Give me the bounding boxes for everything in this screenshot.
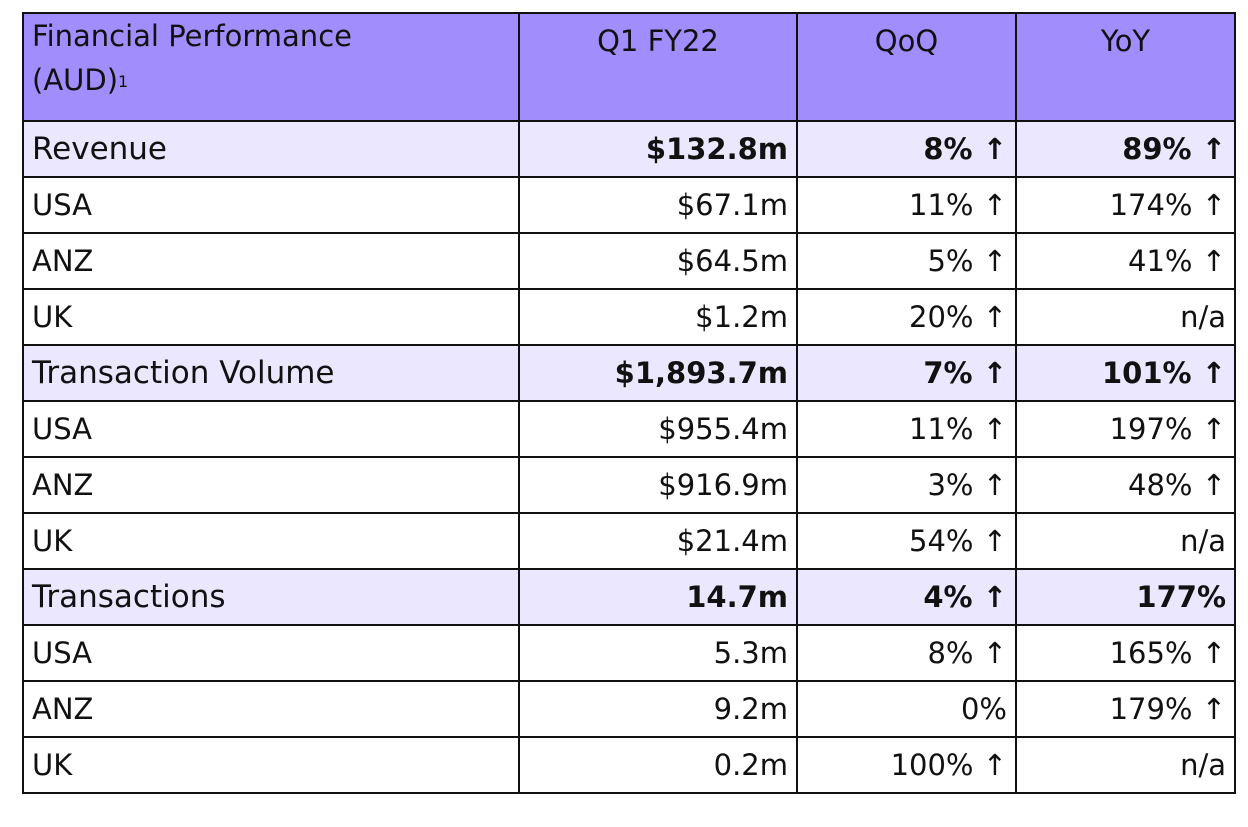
row-label: USA — [22, 176, 520, 234]
row-qoq-value: 8% ↑ — [796, 624, 1017, 682]
row-q1-value: 14.7m — [518, 568, 798, 626]
row-yoy-value: 197% ↑ — [1015, 400, 1236, 458]
table-row: ANZ $916.9m 3% ↑ 48% ↑ — [22, 456, 1236, 514]
table-header-row: Financial Performance (AUD)1 Q1 FY22 QoQ… — [22, 12, 1236, 122]
footnote-marker: 1 — [118, 72, 129, 91]
table-row: UK $21.4m 54% ↑ n/a — [22, 512, 1236, 570]
row-qoq-value: 11% ↑ — [796, 176, 1017, 234]
header-qoq: QoQ — [796, 12, 1017, 122]
row-qoq-value: 11% ↑ — [796, 400, 1017, 458]
row-q1-value: $916.9m — [518, 456, 798, 514]
row-label: ANZ — [22, 680, 520, 738]
row-q1-value: $132.8m — [518, 120, 798, 178]
row-yoy-value: 101% ↑ — [1015, 344, 1236, 402]
table-row: ANZ $64.5m 5% ↑ 41% ↑ — [22, 232, 1236, 290]
row-yoy-value: 48% ↑ — [1015, 456, 1236, 514]
row-yoy-value: 41% ↑ — [1015, 232, 1236, 290]
table-row: USA $67.1m 11% ↑ 174% ↑ — [22, 176, 1236, 234]
table-row-revenue: Revenue $132.8m 8% ↑ 89% ↑ — [22, 120, 1236, 178]
row-qoq-value: 7% ↑ — [796, 344, 1017, 402]
row-q1-value: $67.1m — [518, 176, 798, 234]
row-qoq-value: 3% ↑ — [796, 456, 1017, 514]
row-yoy-value: 177% — [1015, 568, 1236, 626]
row-yoy-value: n/a — [1015, 288, 1236, 346]
header-label-cell: Financial Performance (AUD)1 — [22, 12, 520, 122]
row-q1-value: $64.5m — [518, 232, 798, 290]
row-q1-value: 9.2m — [518, 680, 798, 738]
row-q1-value: $21.4m — [518, 512, 798, 570]
row-yoy-value: n/a — [1015, 736, 1236, 794]
table-row: ANZ 9.2m 0% 179% ↑ — [22, 680, 1236, 738]
row-yoy-value: 174% ↑ — [1015, 176, 1236, 234]
row-label: ANZ — [22, 456, 520, 514]
row-qoq-value: 0% — [796, 680, 1017, 738]
table-row: USA $955.4m 11% ↑ 197% ↑ — [22, 400, 1236, 458]
row-q1-value: 5.3m — [518, 624, 798, 682]
row-label: Transactions — [22, 568, 520, 626]
row-yoy-value: n/a — [1015, 512, 1236, 570]
header-label-line1: Financial Performance — [32, 19, 352, 53]
row-label: USA — [22, 624, 520, 682]
row-q1-value: $955.4m — [518, 400, 798, 458]
table-row-transaction-volume: Transaction Volume $1,893.7m 7% ↑ 101% ↑ — [22, 344, 1236, 402]
row-label: Transaction Volume — [22, 344, 520, 402]
row-label: UK — [22, 512, 520, 570]
row-label: ANZ — [22, 232, 520, 290]
row-q1-value: $1.2m — [518, 288, 798, 346]
row-yoy-value: 165% ↑ — [1015, 624, 1236, 682]
table-row-transactions: Transactions 14.7m 4% ↑ 177% — [22, 568, 1236, 626]
row-qoq-value: 100% ↑ — [796, 736, 1017, 794]
header-label-line2: (AUD) — [32, 63, 119, 97]
row-qoq-value: 4% ↑ — [796, 568, 1017, 626]
header-yoy: YoY — [1015, 12, 1236, 122]
row-label: Revenue — [22, 120, 520, 178]
row-qoq-value: 20% ↑ — [796, 288, 1017, 346]
row-qoq-value: 54% ↑ — [796, 512, 1017, 570]
row-qoq-value: 8% ↑ — [796, 120, 1017, 178]
table-row: USA 5.3m 8% ↑ 165% ↑ — [22, 624, 1236, 682]
row-qoq-value: 5% ↑ — [796, 232, 1017, 290]
financial-performance-table: Financial Performance (AUD)1 Q1 FY22 QoQ… — [22, 12, 1236, 794]
row-q1-value: $1,893.7m — [518, 344, 798, 402]
row-yoy-value: 179% ↑ — [1015, 680, 1236, 738]
row-yoy-value: 89% ↑ — [1015, 120, 1236, 178]
table-row: UK 0.2m 100% ↑ n/a — [22, 736, 1236, 794]
row-label: UK — [22, 288, 520, 346]
header-q1-fy22: Q1 FY22 — [518, 12, 798, 122]
row-label: USA — [22, 400, 520, 458]
row-q1-value: 0.2m — [518, 736, 798, 794]
row-label: UK — [22, 736, 520, 794]
table-row: UK $1.2m 20% ↑ n/a — [22, 288, 1236, 346]
